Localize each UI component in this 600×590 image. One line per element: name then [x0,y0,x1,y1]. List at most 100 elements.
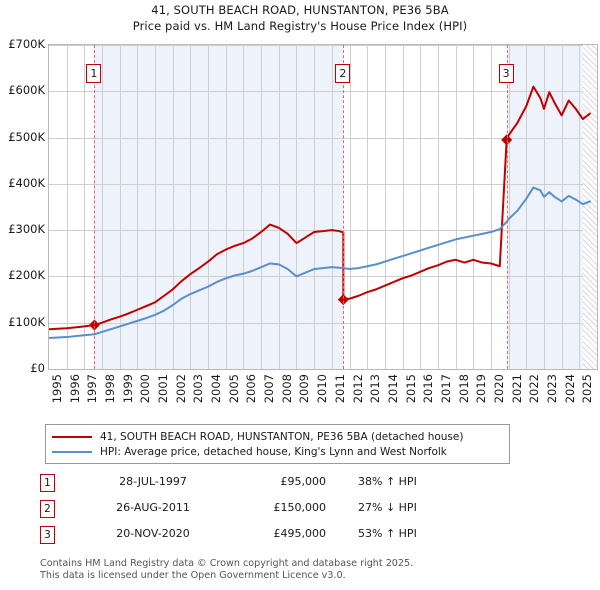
series-line [49,186,591,339]
legend-item-hpi: HPI: Average price, detached house, King… [52,444,503,459]
gridline-vertical [119,45,121,369]
chart-marker-badge-1[interactable]: 1 [86,64,102,83]
x-axis-tick-label: 2003 [191,374,206,404]
gridline-vertical [579,45,581,369]
gridline-vertical [314,45,316,369]
sale-marker-line-3 [506,45,508,369]
gridline-vertical [84,45,86,369]
x-axis-tick-label: 2025 [580,374,595,404]
chart-title-block: 41, SOUTH BEACH ROAD, HUNSTANTON, PE36 5… [0,2,600,34]
gridline-vertical [597,45,598,369]
x-axis-tick-label: 2009 [297,374,312,404]
sale-marker-line-2 [343,45,345,369]
transaction-price: £150,000 [273,501,327,514]
series-line [49,85,591,331]
x-axis-tick-label: 2015 [403,374,418,404]
legend-label-price-paid: 41, SOUTH BEACH ROAD, HUNSTANTON, PE36 5… [100,430,464,443]
x-axis-tick-label: 2019 [474,374,489,404]
x-axis-tick-label: 2005 [226,374,241,404]
x-axis-tick-label: 2006 [244,374,259,404]
x-axis-tick-label: 2011 [332,374,347,404]
transactions-table: 1 28-JUL-1997 £95,000 38% ↑ HPI 2 26-AUG… [40,472,490,550]
chart-marker-badge-3[interactable]: 3 [498,64,514,83]
x-axis-tick-label: 2013 [368,374,383,404]
gridline-vertical [155,45,157,369]
gridline-vertical [384,45,386,369]
transaction-hpi-delta: 38% ↑ HPI [358,475,417,488]
gridline-vertical [261,45,263,369]
gridline-vertical [561,45,563,369]
y-axis-tick-label: £600K [8,83,45,98]
gridline-vertical [526,45,528,369]
gridline-vertical [331,45,333,369]
legend-label-hpi: HPI: Average price, detached house, King… [100,445,447,458]
x-axis-tick-label: 2020 [491,374,506,404]
gridline-vertical [402,45,404,369]
table-row: 2 26-AUG-2011 £150,000 27% ↓ HPI [40,498,490,524]
legend-swatch-price-paid [52,435,92,438]
transaction-index-badge: 2 [40,500,55,518]
x-axis-tick-label: 2024 [562,374,577,404]
transaction-hpi-delta: 27% ↓ HPI [358,501,417,514]
gridline-vertical [543,45,545,369]
x-axis-tick-label: 1995 [50,374,64,404]
gridline-vertical [473,45,475,369]
gridline-vertical [437,45,439,369]
gridline-vertical [102,45,104,369]
x-axis-tick-label: 2001 [156,374,171,404]
page-title: 41, SOUTH BEACH ROAD, HUNSTANTON, PE36 5… [151,3,449,17]
attribution-line-1: Contains HM Land Registry data © Crown c… [40,558,414,569]
legend-item-price-paid: 41, SOUTH BEACH ROAD, HUNSTANTON, PE36 5… [52,429,503,444]
transaction-date: 20-NOV-2020 [116,527,190,540]
legend-swatch-hpi [52,450,92,453]
x-axis-tick-label: 2004 [209,374,224,404]
gridline-horizontal [49,276,597,278]
y-axis-tick-label: £200K [8,268,45,283]
x-axis-tick-label: 2021 [509,374,524,404]
attribution-footer: Contains HM Land Registry data © Crown c… [40,558,560,581]
gridline-vertical [137,45,139,369]
x-axis-tick-label: 2012 [350,374,365,404]
y-axis-labels: £0 £100K £200K £300K £400K £500K £600K £700K [0,37,46,375]
gridline-vertical [455,45,457,369]
x-axis-tick-label: 2002 [173,374,188,404]
gridline-vertical [420,45,422,369]
x-axis-tick-label: 1998 [103,374,118,404]
gridline-vertical [278,45,280,369]
gridline-horizontal [49,91,597,93]
gridline-vertical [367,45,369,369]
transaction-date: 28-JUL-1997 [119,475,187,488]
gridline-vertical [243,45,245,369]
gridline-horizontal [49,322,597,324]
transaction-date: 26-AUG-2011 [116,501,190,514]
x-axis-tick-label: 2014 [385,374,400,404]
transaction-price: £495,000 [273,527,327,540]
x-axis-tick-label: 2000 [138,374,153,404]
x-axis-tick-label: 2023 [544,374,559,404]
gridline-vertical [296,45,298,369]
gridline-horizontal [49,45,597,46]
gridline-vertical [490,45,492,369]
table-row: 1 28-JUL-1997 £95,000 38% ↑ HPI [40,472,490,498]
price-history-chart [48,44,598,370]
y-axis-tick-label: £700K [8,37,45,51]
y-axis-tick-label: £100K [8,314,45,329]
series-lines [49,85,591,339]
x-axis-tick-label: 2016 [421,374,436,404]
plot-area [48,44,598,370]
gridline-vertical [508,45,510,369]
gridline-horizontal [49,183,597,185]
x-axis-tick-label: 2008 [279,374,294,404]
chart-legend: 41, SOUTH BEACH ROAD, HUNSTANTON, PE36 5… [45,424,510,464]
x-axis-tick-label: 1997 [85,374,100,404]
transaction-index-badge: 1 [40,474,55,492]
transaction-hpi-delta: 53% ↑ HPI [358,527,417,540]
incomplete-data-hatch [582,45,597,369]
x-axis-tick-label: 1999 [120,374,135,404]
table-row: 3 20-NOV-2020 £495,000 53% ↑ HPI [40,524,490,550]
chart-marker-badge-2[interactable]: 2 [335,64,351,83]
x-axis-tick-label: 2022 [527,374,542,404]
x-axis-tick-label: 2017 [438,374,453,404]
y-axis-tick-label: £300K [8,222,45,237]
x-axis-tick-label: 1996 [67,374,82,404]
